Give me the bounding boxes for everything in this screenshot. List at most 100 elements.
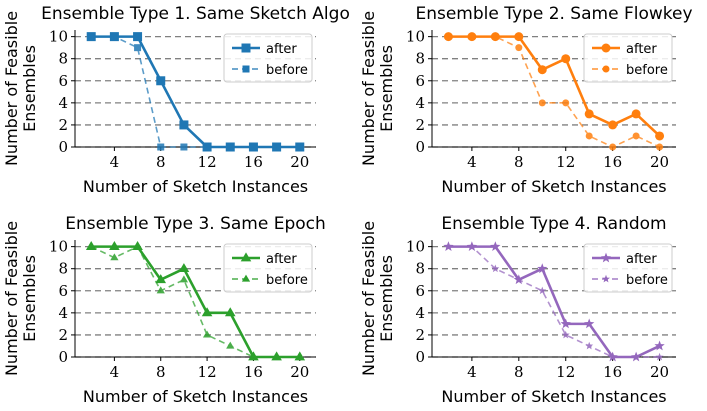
chart-title: Ensemble Type 3. Same Epoch	[65, 214, 326, 234]
legend-marker	[602, 65, 610, 73]
legend-label: after	[626, 42, 657, 57]
data-point	[538, 286, 547, 295]
x-tick-label: 8	[514, 153, 524, 171]
data-point	[201, 307, 213, 317]
series-after	[443, 241, 665, 362]
legend-marker	[602, 274, 610, 283]
legend: after before	[583, 243, 673, 293]
legend-marker	[241, 43, 251, 53]
series-line	[91, 35, 300, 149]
x-tick-label: 20	[650, 363, 669, 381]
y-axis-label: Number of Feasible Ensembles	[2, 221, 39, 376]
legend-item-before: before	[232, 273, 308, 288]
legend-label: after	[266, 42, 297, 57]
data-point	[584, 318, 595, 329]
legend-item-after: after	[232, 42, 297, 57]
y-axis-label: Number of Feasible Ensembles	[2, 11, 39, 166]
y-tick-label: 6	[58, 282, 68, 300]
data-point	[202, 142, 212, 152]
data-point	[85, 241, 97, 250]
data-point	[560, 318, 571, 329]
data-point	[155, 274, 167, 284]
series-after	[86, 32, 305, 152]
data-point	[491, 264, 500, 273]
data-point	[157, 143, 165, 151]
y-tick-label: 6	[415, 72, 425, 90]
legend-label: before	[626, 273, 668, 288]
x-tick-label: 12	[198, 153, 217, 171]
y-axis-label-line-2: Ensembles	[377, 255, 396, 342]
data-point	[110, 253, 119, 261]
legend-marker	[601, 43, 611, 53]
y-axis-label-line-1: Number of Feasible	[2, 11, 21, 166]
legend-marker	[241, 274, 251, 282]
legend-item-after: after	[592, 252, 657, 267]
y-tick-label: 8	[415, 260, 425, 278]
data-point	[443, 32, 453, 42]
x-tick-label: 16	[603, 153, 622, 171]
data-point	[584, 109, 594, 119]
y-axis-label-line-2: Ensembles	[20, 45, 39, 132]
data-point	[202, 330, 212, 338]
data-point	[514, 32, 524, 42]
y-axis-label: Number of Feasible Ensembles	[359, 11, 396, 166]
data-point	[443, 241, 454, 251]
y-tick-label: 10	[49, 238, 68, 256]
chart-title: Ensemble Type 4. Random	[441, 214, 666, 234]
data-point	[632, 132, 640, 140]
x-tick-label: 20	[290, 363, 309, 381]
y-tick-label: 4	[415, 304, 425, 322]
y-axis-label-line-2: Ensembles	[20, 255, 39, 342]
data-point	[272, 142, 282, 152]
y-tick-label: 4	[415, 94, 425, 112]
series-line	[91, 245, 300, 359]
legend: after before	[583, 33, 673, 83]
data-point	[295, 142, 305, 152]
y-axis-label-line-1: Number of Feasible	[359, 221, 378, 376]
data-point	[515, 44, 523, 52]
y-tick-label: 0	[415, 138, 425, 156]
y-axis-label-line-2: Ensembles	[377, 45, 396, 132]
data-point	[134, 44, 142, 52]
data-point	[490, 32, 500, 42]
y-tick-label: 2	[415, 116, 425, 134]
x-axis-label: Number of Sketch Instances	[441, 177, 666, 196]
y-tick-label: 6	[415, 282, 425, 300]
data-point	[248, 351, 259, 361]
y-axis-label-line-1: Number of Feasible	[2, 221, 21, 376]
data-point	[655, 352, 664, 361]
y-tick-label: 0	[415, 348, 425, 366]
x-tick-label: 16	[244, 363, 263, 381]
x-tick-label: 8	[156, 153, 166, 171]
y-tick-label: 8	[415, 50, 425, 68]
x-tick-label: 4	[110, 153, 120, 171]
data-point	[513, 274, 524, 285]
chart-title: Ensemble Type 2. Same Flowkey	[415, 4, 692, 24]
data-point	[248, 142, 258, 152]
data-point	[538, 99, 546, 107]
data-point	[180, 143, 188, 151]
x-tick-label: 12	[556, 363, 575, 381]
data-point	[466, 241, 478, 251]
chart-panel-3: 0 2 4 6 8 10 4 8 12 16 20 Ensemble Type 3. Same Epo…	[2, 214, 326, 406]
data-point	[294, 351, 306, 361]
data-point	[132, 241, 143, 250]
legend-item-after: after	[592, 42, 657, 57]
x-axis-label: Number of Sketch Instances	[83, 177, 308, 196]
x-tick-label: 8	[156, 363, 166, 381]
y-tick-label: 2	[415, 326, 425, 344]
x-tick-label: 4	[467, 153, 477, 171]
y-axis-label-line-1: Number of Feasible	[359, 11, 378, 166]
x-tick-label: 20	[650, 153, 669, 171]
legend-label: before	[626, 63, 668, 78]
y-axis-label: Number of Feasible Ensembles	[359, 221, 396, 376]
legend-marker	[600, 252, 612, 263]
data-point	[561, 330, 570, 339]
legend: after before	[223, 33, 313, 83]
x-tick-label: 16	[603, 363, 622, 381]
legend-item-before: before	[592, 273, 668, 288]
x-tick-label: 4	[467, 363, 477, 381]
y-tick-label: 4	[58, 304, 68, 322]
data-point	[562, 99, 570, 107]
